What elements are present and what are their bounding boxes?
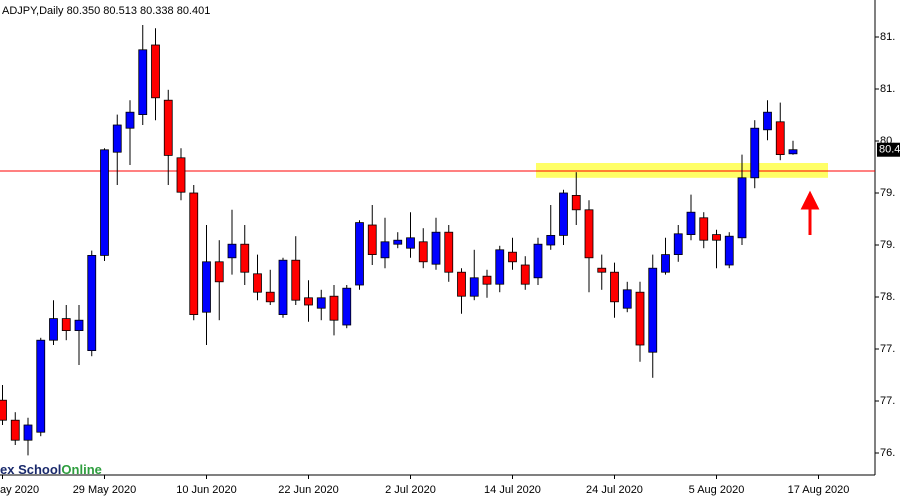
- x-tick-label: ay 2020: [0, 484, 39, 496]
- candle-body: [622, 289, 632, 309]
- candle-body: [686, 211, 696, 235]
- candle-body: [788, 149, 798, 155]
- candle-body: [125, 111, 135, 129]
- x-tick-label: 24 Jul 2020: [586, 484, 643, 496]
- candle-body: [520, 264, 530, 285]
- candle-body: [418, 241, 428, 263]
- zone: [536, 163, 828, 178]
- candle-body: [265, 291, 275, 303]
- candle-body: [508, 251, 517, 263]
- candle-body: [584, 209, 594, 259]
- chart-title: ADJPY,Daily 80.350 80.513 80.338 80.401: [2, 5, 210, 17]
- candle-body: [87, 254, 97, 351]
- candle-body: [712, 234, 721, 241]
- candle-body: [176, 157, 186, 193]
- x-tick-label: 29 May 2020: [73, 484, 137, 496]
- candle-body: [431, 231, 441, 265]
- candle-body: [380, 241, 390, 259]
- y-tick-label: 76.: [880, 447, 895, 459]
- candle-body: [36, 339, 46, 433]
- price-label-box: [877, 142, 900, 157]
- y-tick-label: 78.: [880, 291, 895, 303]
- candle-body: [355, 222, 364, 286]
- candle-body: [482, 275, 492, 285]
- candle-body: [750, 127, 760, 179]
- candle-body: [469, 277, 479, 297]
- candle-body: [316, 297, 326, 309]
- arrow: [800, 190, 820, 235]
- x-tick-label: 14 Jul 2020: [484, 484, 541, 496]
- candle-body: [227, 243, 237, 259]
- candle-body: [49, 318, 58, 341]
- candle-body: [367, 224, 377, 256]
- candle-body: [457, 271, 466, 297]
- zone-layer: [536, 163, 828, 178]
- candle-body: [214, 261, 224, 283]
- candle-body: [661, 254, 670, 273]
- candle-body: [635, 291, 645, 346]
- candle-body: [23, 424, 33, 441]
- candle-body: [189, 192, 199, 315]
- candle-body: [610, 271, 619, 303]
- candle-body: [0, 399, 7, 421]
- y-tick-label: 79.: [880, 187, 895, 199]
- candle-body: [61, 318, 71, 332]
- candle-body: [559, 192, 568, 236]
- candle-body: [100, 149, 109, 256]
- candle-body: [329, 295, 339, 321]
- y-tick-label: 81.: [880, 83, 895, 95]
- x-tick-label: 5 Aug 2020: [689, 484, 745, 496]
- candle-body: [342, 287, 352, 326]
- candle-body: [775, 121, 785, 156]
- candle-body: [533, 243, 543, 279]
- candle-body: [74, 319, 84, 332]
- candle-body: [291, 259, 301, 301]
- candle-body: [763, 111, 772, 131]
- y-tick-label: 77.: [880, 395, 895, 407]
- price-label: 80.4: [879, 144, 900, 156]
- candle-body: [202, 261, 211, 313]
- logo: ex SchoolOnline: [0, 462, 102, 477]
- candle-body: [571, 194, 581, 211]
- logo-text: ex School: [0, 462, 61, 477]
- candle-body: [393, 239, 403, 245]
- candle-body: [278, 259, 288, 316]
- x-tick-label: 10 Jun 2020: [176, 484, 237, 496]
- candle-body: [240, 243, 250, 273]
- candle-body: [673, 233, 683, 256]
- x-tick-label: 22 Jun 2020: [278, 484, 339, 496]
- candle-body: [444, 231, 454, 273]
- candle-body: [648, 267, 658, 353]
- y-tick-label: 81.: [880, 31, 895, 43]
- y-tick-label: 79.: [880, 239, 895, 251]
- candle-body: [495, 249, 505, 285]
- candle-body: [737, 177, 747, 239]
- x-tick-label: 17 Aug 2020: [788, 484, 850, 496]
- candle-body: [138, 49, 148, 116]
- candle-body: [699, 217, 709, 241]
- candle-body: [151, 44, 160, 99]
- candle-body: [597, 267, 607, 273]
- candle-body: [253, 273, 262, 293]
- y-tick-label: 77.: [880, 343, 895, 355]
- candle-body: [406, 237, 415, 249]
- candle-body: [112, 124, 122, 153]
- x-tick-label: 2 Jul 2020: [385, 484, 436, 496]
- candle-body: [163, 99, 173, 156]
- candle-body: [304, 297, 313, 306]
- candle-body: [10, 419, 20, 441]
- candle-body: [546, 234, 556, 246]
- candle-body: [724, 235, 734, 266]
- logo-highlight: Online: [61, 462, 101, 477]
